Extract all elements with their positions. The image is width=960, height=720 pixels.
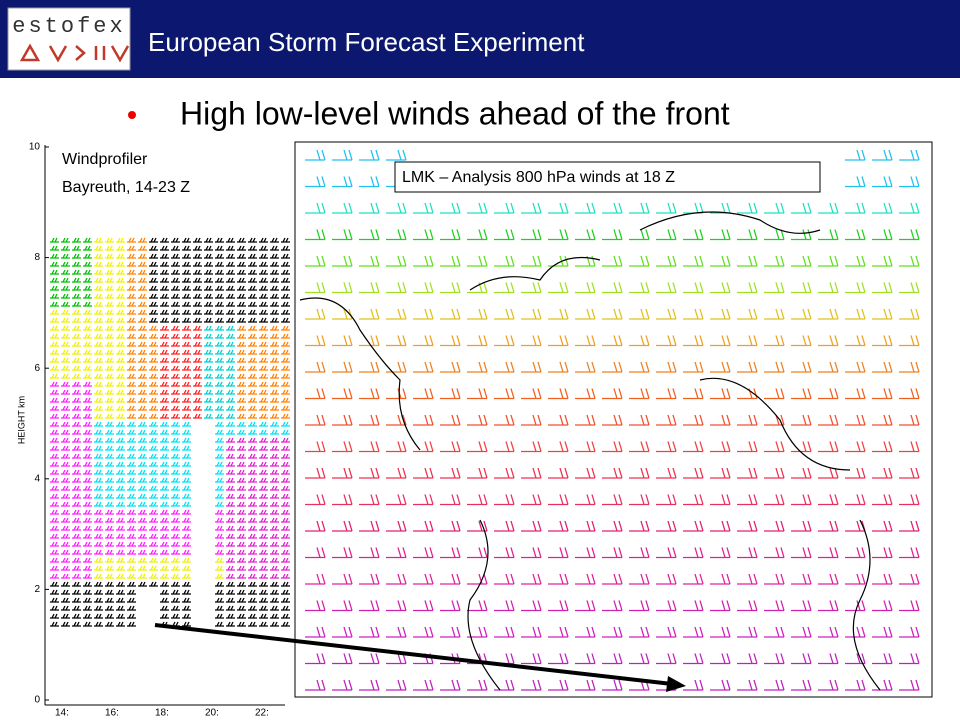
wind-barbs <box>305 335 920 347</box>
wind-barbs <box>305 653 920 665</box>
arrow <box>154 623 673 686</box>
wp-x-tick-label: 22: <box>255 708 269 719</box>
wind-barbs <box>305 520 920 532</box>
wind-barbs <box>305 255 920 267</box>
wind-barbs <box>305 547 920 559</box>
wind-barbs <box>305 679 920 691</box>
header-title: European Storm Forecast Experiment <box>148 27 585 57</box>
wind-barbs <box>50 237 224 579</box>
wind-barbs <box>305 414 920 426</box>
wp-x-tick-label: 14: <box>55 708 69 719</box>
wp-y-tick-label: 0 <box>34 695 40 706</box>
wp-caption: Windprofiler <box>62 151 148 168</box>
wp-y-tick-label: 4 <box>34 473 40 484</box>
wp-y-tick-label: 6 <box>34 363 40 374</box>
wp-caption-box <box>52 143 264 205</box>
map-caption-box <box>394 161 821 193</box>
wind-barbs <box>305 149 920 161</box>
logo-text: estofex <box>12 14 125 39</box>
wind-barbs <box>50 237 290 627</box>
wp-x-tick-label: 18: <box>155 708 169 719</box>
wind-barbs <box>94 421 290 507</box>
logo-symbols <box>19 43 130 63</box>
wp-y-tick-label: 10 <box>29 142 41 153</box>
bullet-text: High low-level winds ahead of the front <box>180 95 730 131</box>
coastlines <box>299 211 881 691</box>
wind-barbs <box>305 202 920 214</box>
wp-y-axis-label: HEIGHT km <box>16 396 26 444</box>
map-caption: LMK – Analysis 800 hPa winds at 18 Z <box>402 169 675 186</box>
wind-barbs <box>305 361 920 373</box>
wp-x-tick-label: 20: <box>205 708 219 719</box>
arrow-head <box>666 676 686 692</box>
wind-barbs <box>305 626 920 638</box>
wind-barbs <box>305 388 920 400</box>
wind-barbs <box>305 573 920 585</box>
wind-barbs <box>305 282 920 294</box>
wp-y-tick-label: 8 <box>34 252 40 263</box>
map-frame <box>294 141 933 698</box>
wind-barbs <box>305 229 920 241</box>
wind-barbs <box>305 441 920 453</box>
wind-barbs <box>160 325 202 419</box>
wind-barbs <box>305 308 920 320</box>
wind-barbs <box>50 381 224 579</box>
windprofiler-panel: HEIGHT km 0 2 4 6 8 10 14: 16: 18: 20: 22: <box>16 142 290 719</box>
wind-barbs <box>305 600 920 612</box>
wind-barbs <box>127 237 290 419</box>
wind-barbs <box>305 467 920 479</box>
header-band <box>0 0 960 78</box>
wp-x-tick-label: 16: <box>105 708 119 719</box>
wp-caption: Bayreuth, 14-23 Z <box>62 179 190 196</box>
wind-barbs <box>50 237 92 307</box>
bullet-dot <box>128 111 136 119</box>
wind-barbs <box>305 494 920 506</box>
map-panel <box>294 141 933 698</box>
wind-barbs <box>204 325 235 419</box>
wind-barbs <box>226 437 290 579</box>
wp-y-tick-label: 2 <box>34 584 40 595</box>
